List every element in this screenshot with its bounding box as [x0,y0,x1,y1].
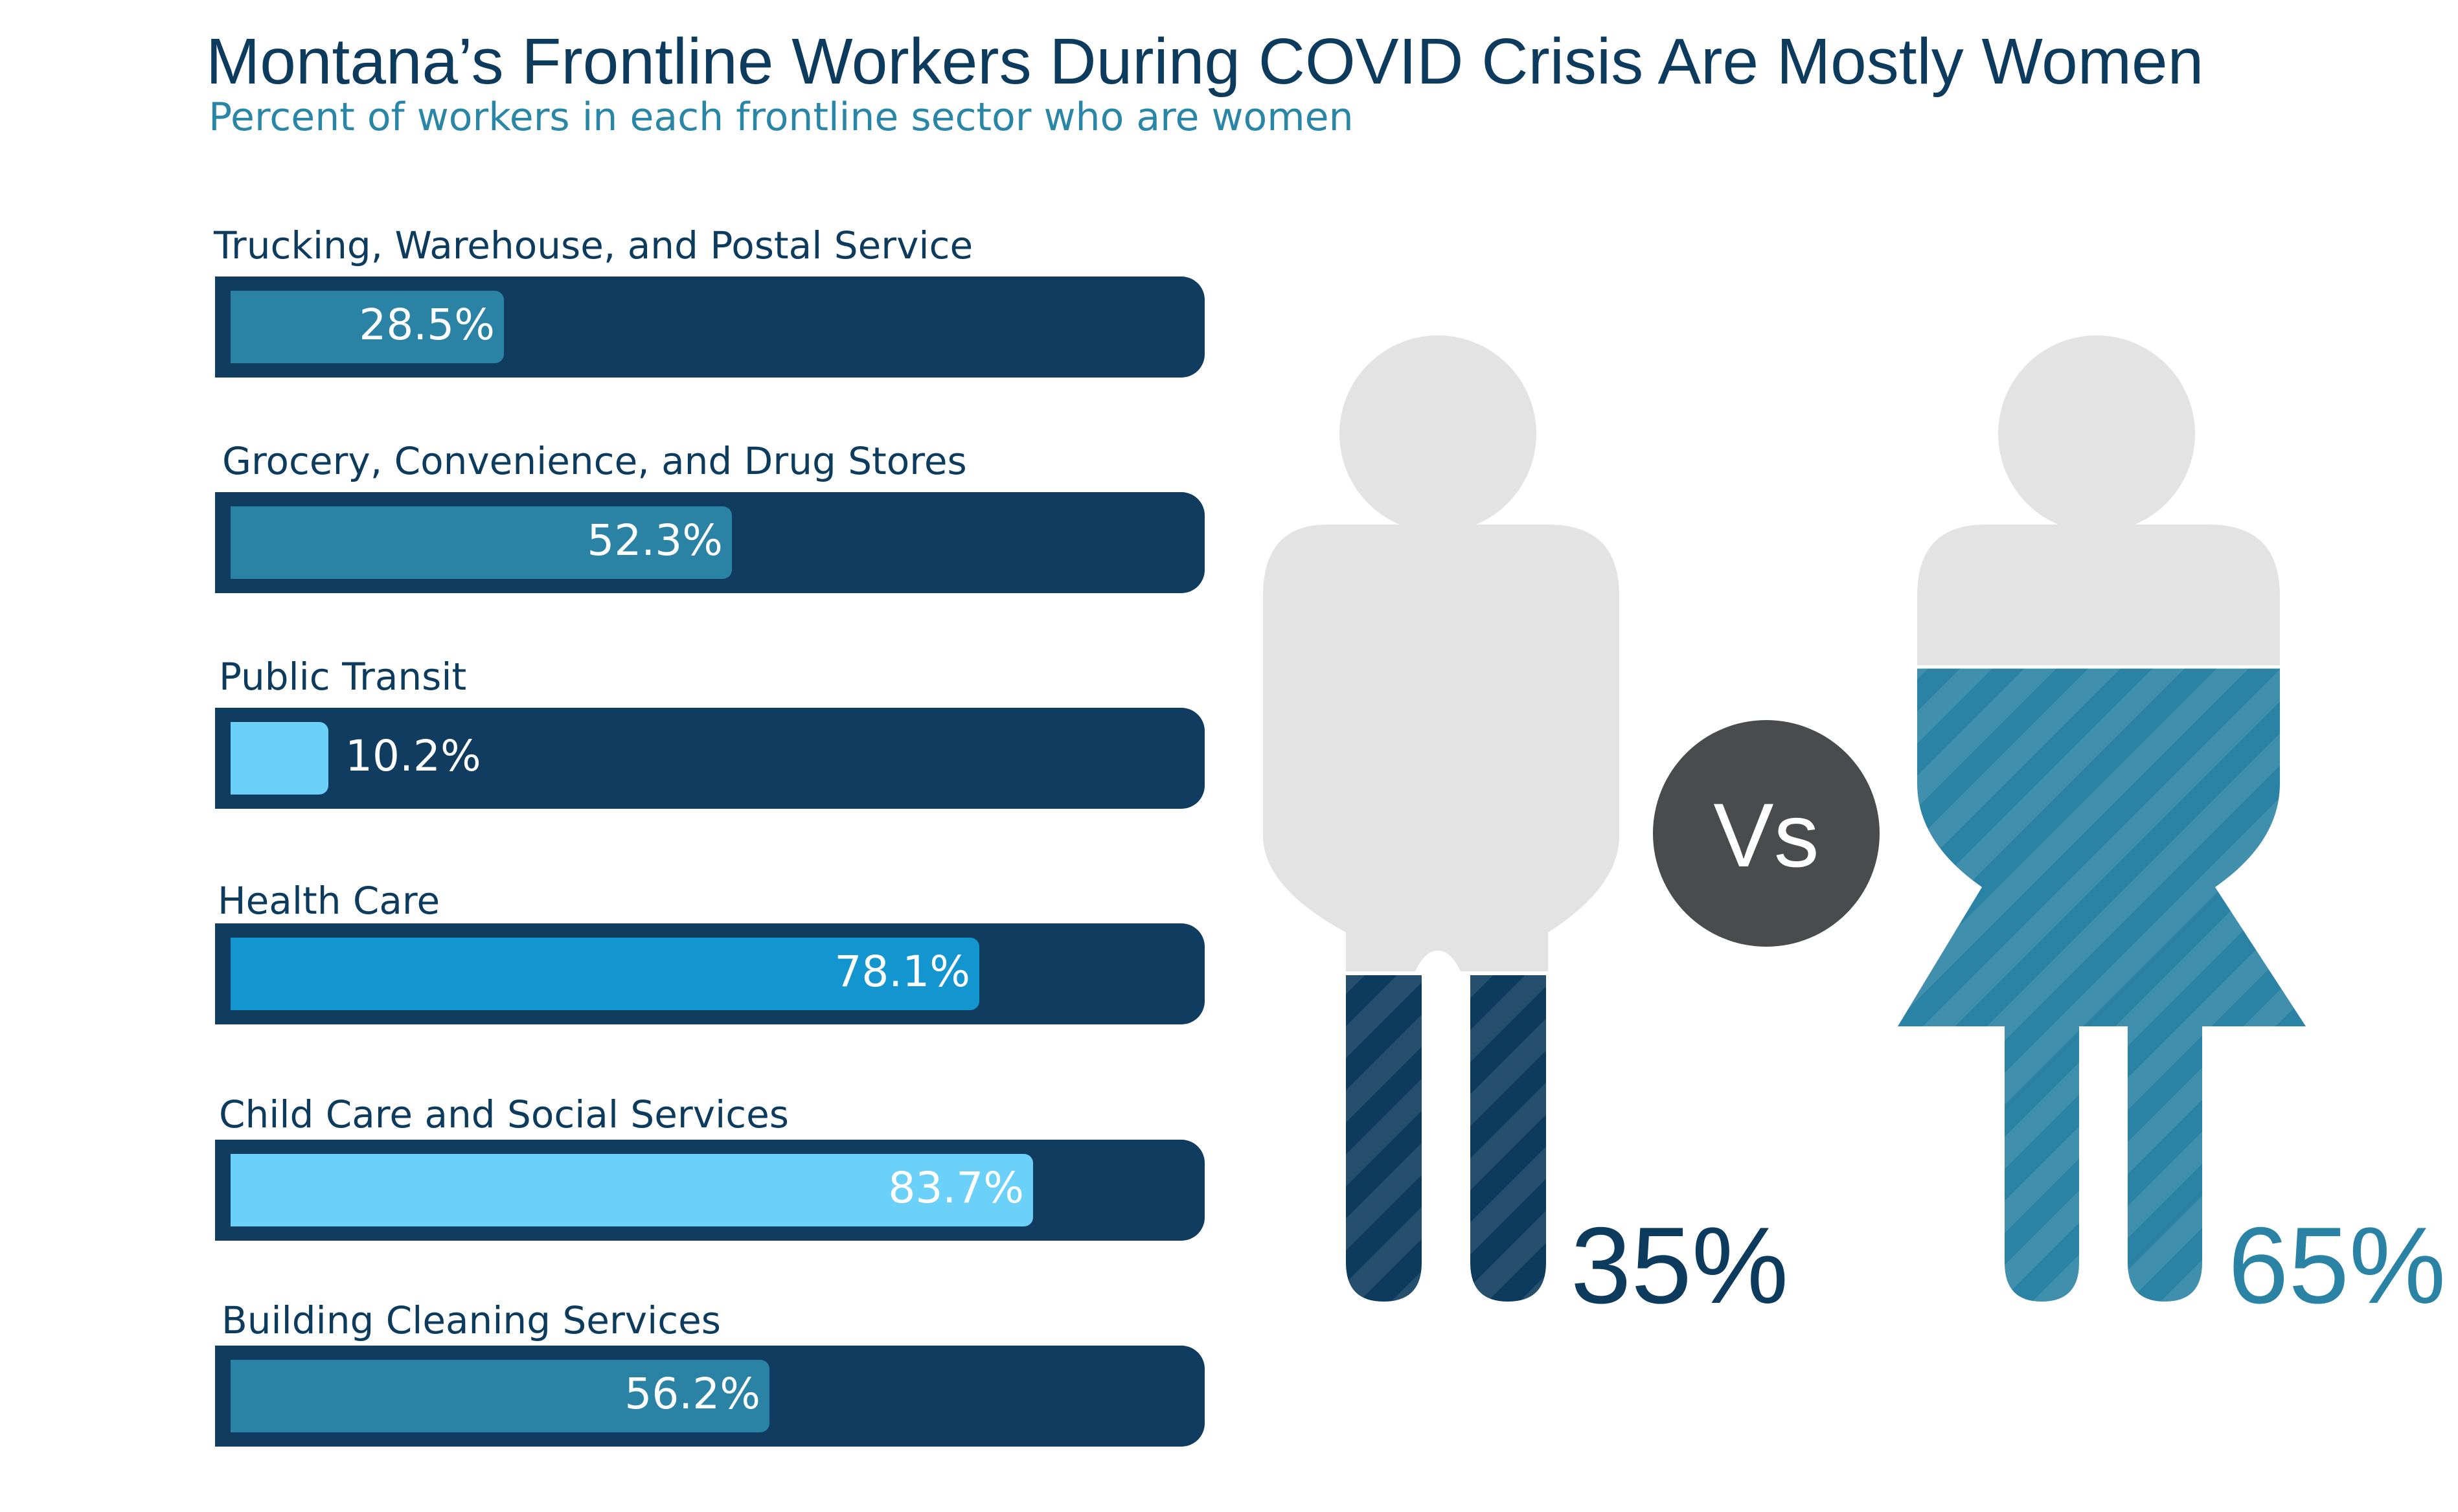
vs-badge: Vs [1653,720,1880,947]
vs-label: Vs [1713,784,1819,886]
bar-value-label: 56.2% [624,1369,760,1419]
bar-track: 56.2% [215,1346,1205,1447]
bar-value-label: 10.2% [345,731,481,781]
bar [231,938,979,1010]
sector-label: Public Transit [219,655,467,699]
bar-value-label: 28.5% [359,300,495,350]
bar [231,1360,769,1432]
chart-title: Montana’s Frontline Workers During COVID… [206,25,2204,98]
men-percent-label: 35% [1571,1204,1789,1326]
sector-label: Building Cleaning Services [222,1298,722,1342]
woman-figure-icon [1898,335,2306,1302]
women-percent-label: 65% [2228,1204,2446,1326]
bar [231,1154,1033,1226]
bar [231,291,504,363]
bar-value-label: 83.7% [888,1163,1024,1213]
bar-track: 83.7% [215,1140,1205,1241]
bar-track: 28.5% [215,276,1205,378]
bar [231,722,328,795]
sector-label: Grocery, Convenience, and Drug Stores [222,439,967,483]
bar-track: 52.3% [215,492,1205,593]
bar-value-label: 78.1% [834,947,970,997]
bar-track: 10.2% [215,708,1205,809]
sector-label: Health Care [218,879,440,923]
man-head [1339,335,1536,532]
bar [231,506,732,579]
sector-label: Child Care and Social Services [219,1092,789,1136]
man-torso [1263,525,1619,971]
woman-head [1998,335,2195,532]
man-figure-icon [1263,335,1619,1302]
bar-track: 78.1% [215,923,1205,1024]
chart-subtitle: Percent of workers in each frontline sec… [209,95,1354,140]
bar-value-label: 52.3% [587,515,723,565]
sector-label: Trucking, Warehouse, and Postal Service [214,223,973,267]
woman-lower-body [1898,667,2306,1026]
woman-upper-body [1917,525,2280,667]
